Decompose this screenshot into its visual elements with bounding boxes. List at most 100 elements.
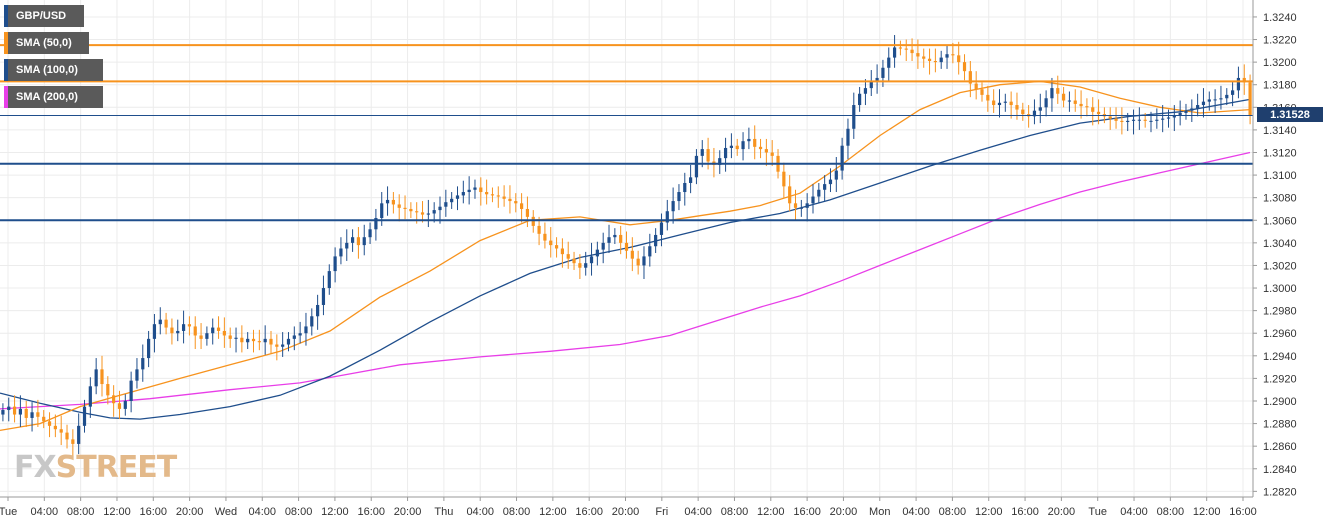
y-tick-label: 1.2900 bbox=[1263, 396, 1297, 408]
candle bbox=[216, 316, 221, 339]
candle-body bbox=[951, 54, 955, 56]
candle-body bbox=[525, 208, 530, 217]
candle-body bbox=[1161, 118, 1165, 120]
y-tick-label: 1.2820 bbox=[1263, 486, 1297, 498]
candle-body bbox=[683, 182, 687, 193]
candle-body bbox=[508, 198, 512, 202]
candle-body bbox=[863, 88, 868, 94]
candle bbox=[438, 196, 442, 224]
y-tick-label: 1.3000 bbox=[1263, 283, 1297, 295]
candle-body bbox=[589, 256, 594, 264]
candle-body bbox=[42, 416, 46, 422]
candle bbox=[152, 314, 157, 353]
candle bbox=[1067, 91, 1072, 112]
candle-body bbox=[607, 237, 611, 243]
candle bbox=[974, 71, 978, 100]
x-tick-label: 04:00 bbox=[684, 506, 712, 518]
candle-body bbox=[356, 237, 361, 246]
candle-body bbox=[216, 327, 221, 331]
y-tick-label: 1.2940 bbox=[1263, 351, 1297, 363]
candle bbox=[957, 41, 961, 75]
candle bbox=[345, 229, 349, 261]
candle-body bbox=[1009, 101, 1013, 106]
x-tick-label: 08:00 bbox=[503, 506, 531, 518]
candle-body bbox=[53, 425, 57, 430]
y-tick-label: 1.3080 bbox=[1263, 193, 1297, 205]
candle-body bbox=[519, 203, 524, 209]
candle-body bbox=[543, 233, 547, 241]
legend-sma-100: SMA (100,0) bbox=[4, 59, 103, 81]
candle bbox=[368, 222, 372, 244]
candle bbox=[117, 390, 122, 420]
candle bbox=[356, 227, 361, 259]
candle-body bbox=[409, 208, 413, 212]
x-tick-label: 08:00 bbox=[1157, 506, 1185, 518]
candle-body bbox=[584, 263, 588, 268]
candle bbox=[927, 48, 932, 75]
candle-body bbox=[275, 344, 279, 347]
candle-body bbox=[1230, 90, 1235, 95]
candle-body bbox=[1021, 109, 1025, 115]
candle bbox=[251, 329, 256, 353]
candle-body bbox=[997, 102, 1002, 106]
candlesticks bbox=[1, 35, 1252, 458]
candle bbox=[689, 164, 693, 194]
candle-body bbox=[112, 395, 116, 404]
candle bbox=[1166, 109, 1171, 128]
candle-body bbox=[123, 400, 127, 409]
y-tick-label: 1.3140 bbox=[1263, 125, 1297, 137]
candle-body bbox=[152, 324, 157, 339]
y-tick-label: 1.2840 bbox=[1263, 464, 1297, 476]
candle-body bbox=[636, 258, 640, 266]
y-tick-label: 1.3220 bbox=[1263, 35, 1297, 47]
candle bbox=[100, 355, 104, 397]
candle bbox=[549, 227, 553, 258]
candle-body bbox=[1114, 118, 1118, 121]
candle-body bbox=[485, 192, 489, 195]
candle bbox=[426, 199, 430, 228]
candle bbox=[933, 48, 937, 73]
candle-body bbox=[578, 263, 582, 268]
candle-body bbox=[7, 406, 11, 411]
candle bbox=[858, 86, 862, 112]
candle-body bbox=[205, 333, 209, 339]
candle bbox=[263, 325, 267, 355]
candle-body bbox=[723, 147, 728, 159]
candle-body bbox=[24, 408, 28, 418]
candle-body bbox=[59, 429, 63, 433]
candle bbox=[391, 192, 395, 214]
candle-body bbox=[788, 186, 792, 204]
candle bbox=[479, 177, 483, 206]
legend-label: SMA (200,0) bbox=[16, 91, 78, 103]
candle-body bbox=[957, 55, 961, 63]
candle-body bbox=[438, 206, 442, 211]
candle-body bbox=[858, 93, 862, 106]
candle-body bbox=[100, 369, 104, 385]
candle bbox=[1131, 109, 1136, 135]
candle bbox=[362, 224, 366, 256]
candle-body bbox=[385, 199, 390, 204]
candle bbox=[863, 79, 868, 106]
y-axis-ticks: 1.2820 1.2840 1.2860 1.2880 1.2900 1.2920 1.29… bbox=[1253, 12, 1297, 498]
candle-body bbox=[881, 67, 885, 78]
legend-swatch-gbpusd bbox=[4, 5, 8, 27]
candle-body bbox=[269, 338, 273, 345]
candle-body bbox=[316, 304, 320, 317]
candle-body bbox=[1201, 101, 1206, 106]
candle bbox=[409, 202, 413, 219]
candle bbox=[747, 127, 751, 150]
candle-body bbox=[281, 344, 285, 347]
candle-body bbox=[391, 199, 395, 205]
candle bbox=[531, 210, 535, 233]
candle-body bbox=[88, 386, 92, 407]
candle-body bbox=[496, 195, 500, 197]
candle bbox=[53, 414, 57, 438]
candle bbox=[619, 225, 623, 255]
candle-body bbox=[700, 149, 704, 156]
candle bbox=[1213, 89, 1217, 113]
candle-body bbox=[222, 330, 226, 336]
candle bbox=[420, 201, 425, 223]
candle-body bbox=[916, 53, 920, 57]
candle-body bbox=[1061, 93, 1066, 101]
